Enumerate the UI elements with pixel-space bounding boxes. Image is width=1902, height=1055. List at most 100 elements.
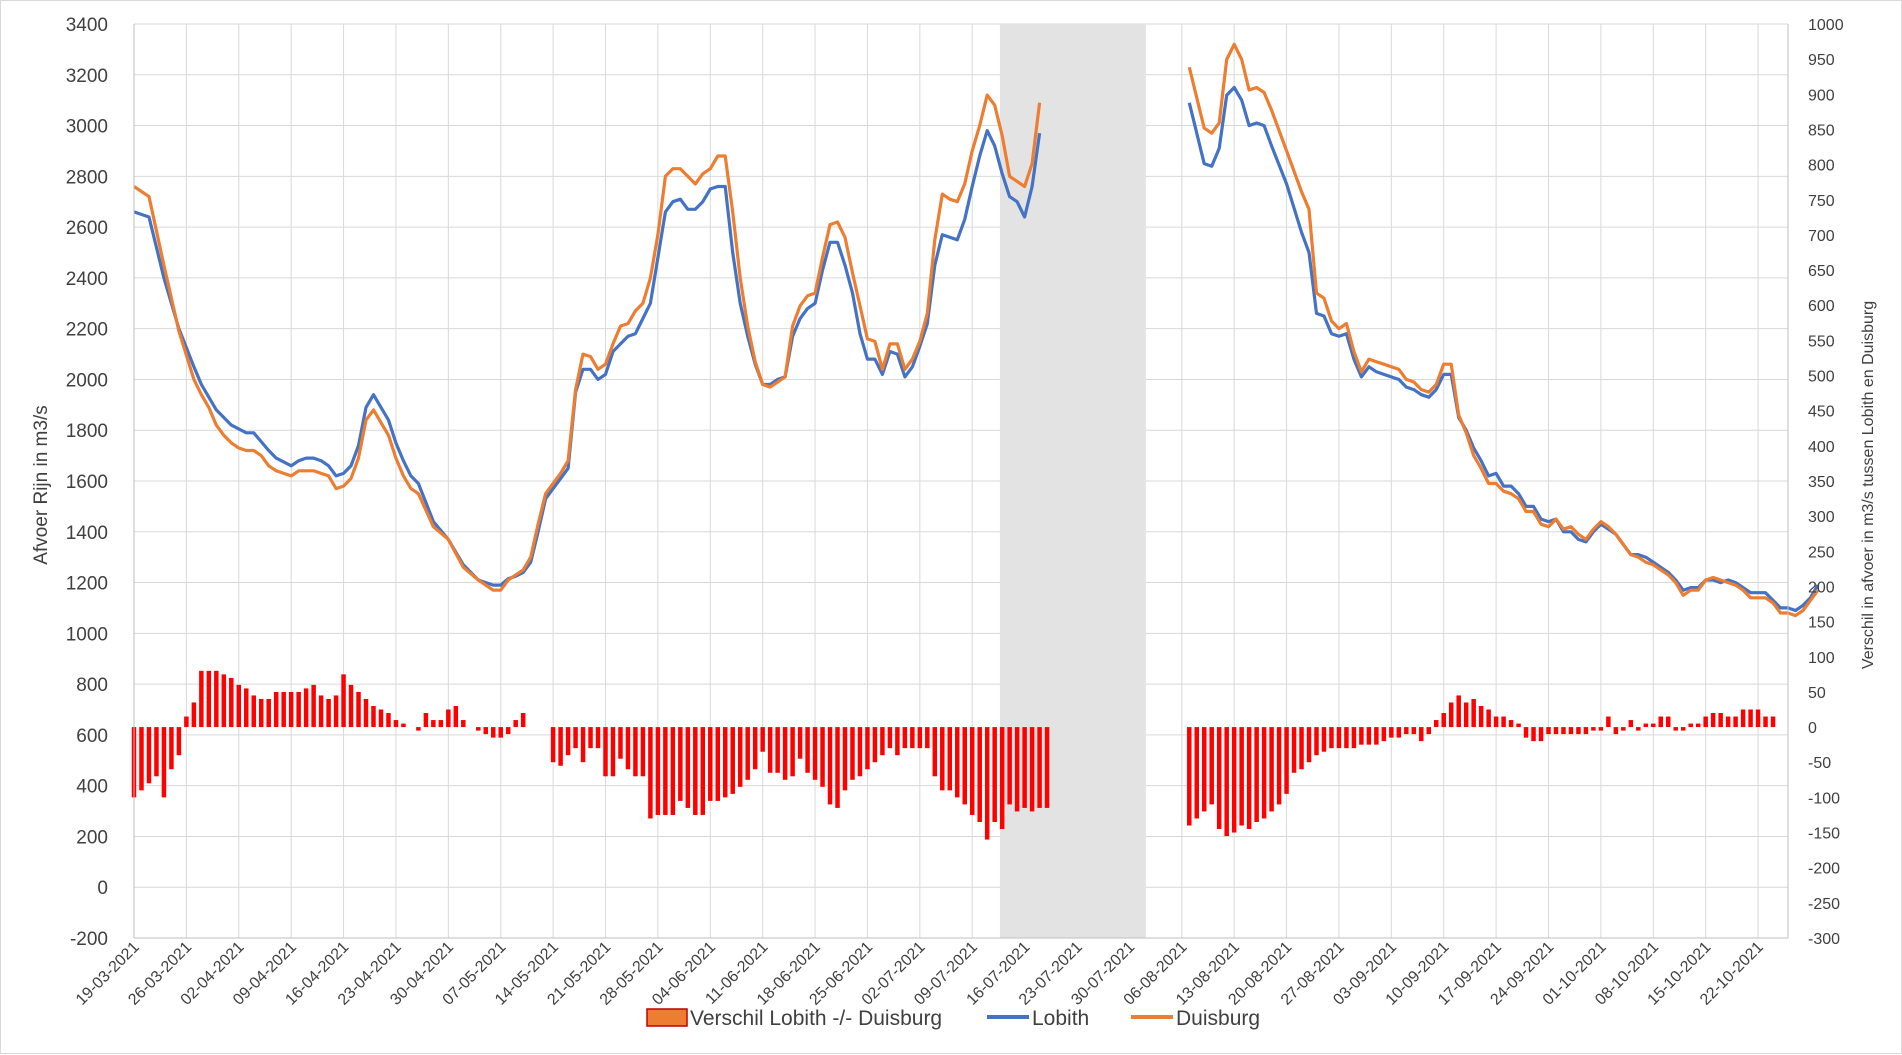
difference-bar (1710, 713, 1716, 728)
series-line-duisburg (1187, 42, 1820, 618)
difference-bar (161, 727, 167, 798)
difference-bar (1321, 727, 1327, 752)
difference-bar (1568, 727, 1574, 735)
difference-bar (1763, 716, 1768, 728)
difference-bar (1695, 723, 1701, 728)
difference-bar (992, 727, 997, 822)
difference-bars (131, 670, 1776, 840)
difference-bar (498, 727, 503, 738)
difference-bar (184, 716, 189, 728)
difference-bar (206, 670, 212, 728)
difference-bar (229, 677, 234, 728)
difference-bar (1291, 727, 1297, 773)
legend-swatch-difference (646, 1008, 688, 1027)
difference-bar (1044, 727, 1050, 808)
difference-bar (258, 698, 264, 728)
difference-bar (1718, 713, 1723, 728)
difference-bar (1546, 727, 1551, 735)
difference-bar (1239, 727, 1244, 826)
difference-bar (401, 723, 406, 728)
difference-bar (595, 727, 601, 749)
difference-bar (558, 727, 563, 766)
difference-bar (1029, 727, 1035, 812)
difference-bar (1516, 723, 1521, 728)
difference-bar (288, 691, 294, 728)
difference-bar (281, 691, 286, 728)
difference-bar (782, 727, 788, 780)
series-line-duisburg (133, 93, 1042, 592)
difference-bar (1381, 727, 1387, 742)
y2-tick-label: 500 (1808, 369, 1835, 386)
difference-bar (895, 727, 900, 756)
difference-bar (1463, 702, 1469, 728)
difference-bar (1344, 727, 1349, 749)
difference-bar (715, 727, 721, 801)
difference-bar (1688, 723, 1693, 728)
difference-bar (1201, 727, 1207, 812)
y2-tick-label: 200 (1808, 579, 1835, 596)
difference-bar (633, 727, 638, 777)
difference-bar (910, 727, 915, 749)
difference-bar (1561, 727, 1566, 735)
difference-bar (1037, 727, 1042, 808)
difference-bar (760, 727, 765, 752)
difference-bar (1755, 709, 1761, 728)
difference-bar (333, 695, 339, 728)
difference-bar (438, 720, 444, 728)
y2-tick-label: 950 (1808, 52, 1835, 69)
right-axis-ticks: 1000950900850800750700650600550500450400… (1808, 17, 1844, 948)
difference-bar (670, 727, 676, 815)
difference-bar (251, 695, 256, 728)
difference-bar (999, 727, 1005, 830)
gridlines (133, 23, 1788, 939)
difference-bar (1396, 727, 1402, 738)
difference-bar (461, 720, 466, 728)
y-tick-label: 200 (76, 827, 108, 848)
difference-bar (348, 684, 354, 728)
difference-bar (917, 727, 923, 749)
difference-bar (812, 727, 818, 780)
difference-bar (790, 727, 795, 777)
difference-bar (214, 670, 219, 728)
missing-data-region (999, 24, 1146, 938)
difference-bar (490, 727, 496, 738)
difference-bar (1748, 709, 1753, 728)
difference-bar (371, 705, 376, 728)
difference-bar (550, 727, 556, 763)
difference-bar (693, 727, 698, 815)
difference-bar (610, 727, 616, 777)
difference-bar (1194, 727, 1199, 819)
difference-bar (520, 713, 526, 728)
axes (133, 24, 1789, 939)
difference-bar (393, 720, 399, 728)
difference-bar (752, 727, 758, 770)
difference-bar (603, 727, 608, 777)
difference-bar (902, 727, 908, 749)
difference-bar (154, 727, 159, 777)
difference-bar (1433, 720, 1439, 728)
difference-bar (1643, 723, 1649, 728)
difference-bar (1336, 727, 1342, 749)
difference-bar (678, 727, 683, 801)
difference-bar (827, 727, 833, 805)
difference-bar (1531, 727, 1536, 742)
difference-bar (176, 727, 182, 756)
difference-bar (857, 727, 863, 777)
difference-bar (1621, 727, 1626, 731)
difference-bar (663, 727, 668, 815)
y2-tick-label: -150 (1808, 826, 1840, 843)
difference-bar (1448, 702, 1454, 728)
difference-bar (745, 727, 750, 780)
y2-tick-label: -50 (1808, 755, 1831, 772)
difference-bar (1591, 727, 1596, 731)
difference-bar (1314, 727, 1319, 756)
difference-bar (655, 727, 661, 815)
difference-bar (835, 727, 840, 808)
y-tick-label: 2200 (66, 320, 108, 341)
difference-bar (984, 727, 990, 840)
y2-tick-label: 300 (1808, 509, 1835, 526)
y-tick-label: 1000 (66, 624, 108, 645)
difference-bar (378, 709, 384, 728)
y2-tick-label: 0 (1808, 720, 1817, 737)
